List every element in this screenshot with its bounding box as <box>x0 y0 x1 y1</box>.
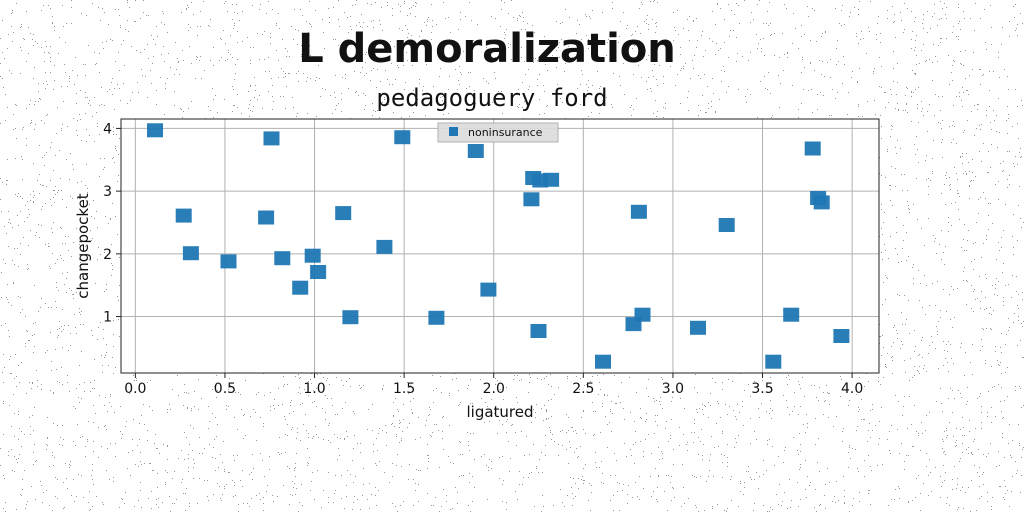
x-tick-label: 3.5 <box>751 381 773 397</box>
x-tick-label: 1.5 <box>393 381 415 397</box>
y-axis-ticks: 1 2 3 4 <box>103 121 121 326</box>
x-tick-label: 3.0 <box>662 381 684 397</box>
x-tick-label: 4.0 <box>841 381 863 397</box>
data-point <box>428 310 445 325</box>
data-point <box>804 141 821 156</box>
legend-box <box>437 122 559 143</box>
x-axis-ticks: 0.0 0.5 1.0 1.5 2.0 2.5 3.0 3.5 4.0 <box>124 373 863 397</box>
data-point <box>630 204 647 219</box>
data-point <box>220 254 237 269</box>
data-point <box>292 280 309 295</box>
data-point <box>523 192 540 207</box>
x-tick-label: 2.0 <box>483 381 505 397</box>
y-tick-label: 4 <box>103 121 112 137</box>
data-point <box>595 354 611 369</box>
y-axis-label: changepocket <box>74 193 92 299</box>
data-point <box>147 123 163 138</box>
y-tick-label: 3 <box>103 184 112 200</box>
data-point <box>480 282 497 297</box>
data-points <box>147 123 850 369</box>
data-point <box>274 251 291 266</box>
y-tick-label: 2 <box>103 247 112 263</box>
data-point <box>310 265 327 279</box>
data-point <box>304 248 321 263</box>
legend: noninsurance <box>437 122 559 143</box>
data-point <box>335 206 352 221</box>
data-point <box>376 239 393 254</box>
data-point <box>467 144 484 158</box>
data-point <box>783 307 800 322</box>
chart-title: L demoralization <box>298 26 676 72</box>
data-point <box>342 310 359 325</box>
x-tick-label: 0.5 <box>214 381 236 397</box>
data-point <box>833 329 850 343</box>
data-point <box>258 210 275 225</box>
legend-label: noninsurance <box>468 126 543 139</box>
data-point <box>543 172 560 187</box>
y-tick-label: 1 <box>103 310 112 326</box>
data-point <box>263 131 280 146</box>
data-point <box>530 324 547 338</box>
chart-subtitle: pedagoguery ford <box>376 84 607 112</box>
data-point <box>182 246 199 261</box>
x-tick-label: 2.5 <box>572 381 594 397</box>
legend-marker <box>449 127 458 136</box>
x-axis-label: ligatured <box>466 403 533 421</box>
x-tick-label: 0.0 <box>124 381 146 397</box>
plot-area <box>121 119 879 373</box>
data-point <box>634 307 651 322</box>
data-point <box>394 130 411 145</box>
x-tick-label: 1.0 <box>303 381 325 397</box>
plot-frame <box>120 118 880 374</box>
data-point <box>718 218 735 232</box>
data-point <box>765 354 782 369</box>
data-point <box>813 195 830 210</box>
data-point <box>175 208 192 223</box>
data-point <box>690 320 706 335</box>
